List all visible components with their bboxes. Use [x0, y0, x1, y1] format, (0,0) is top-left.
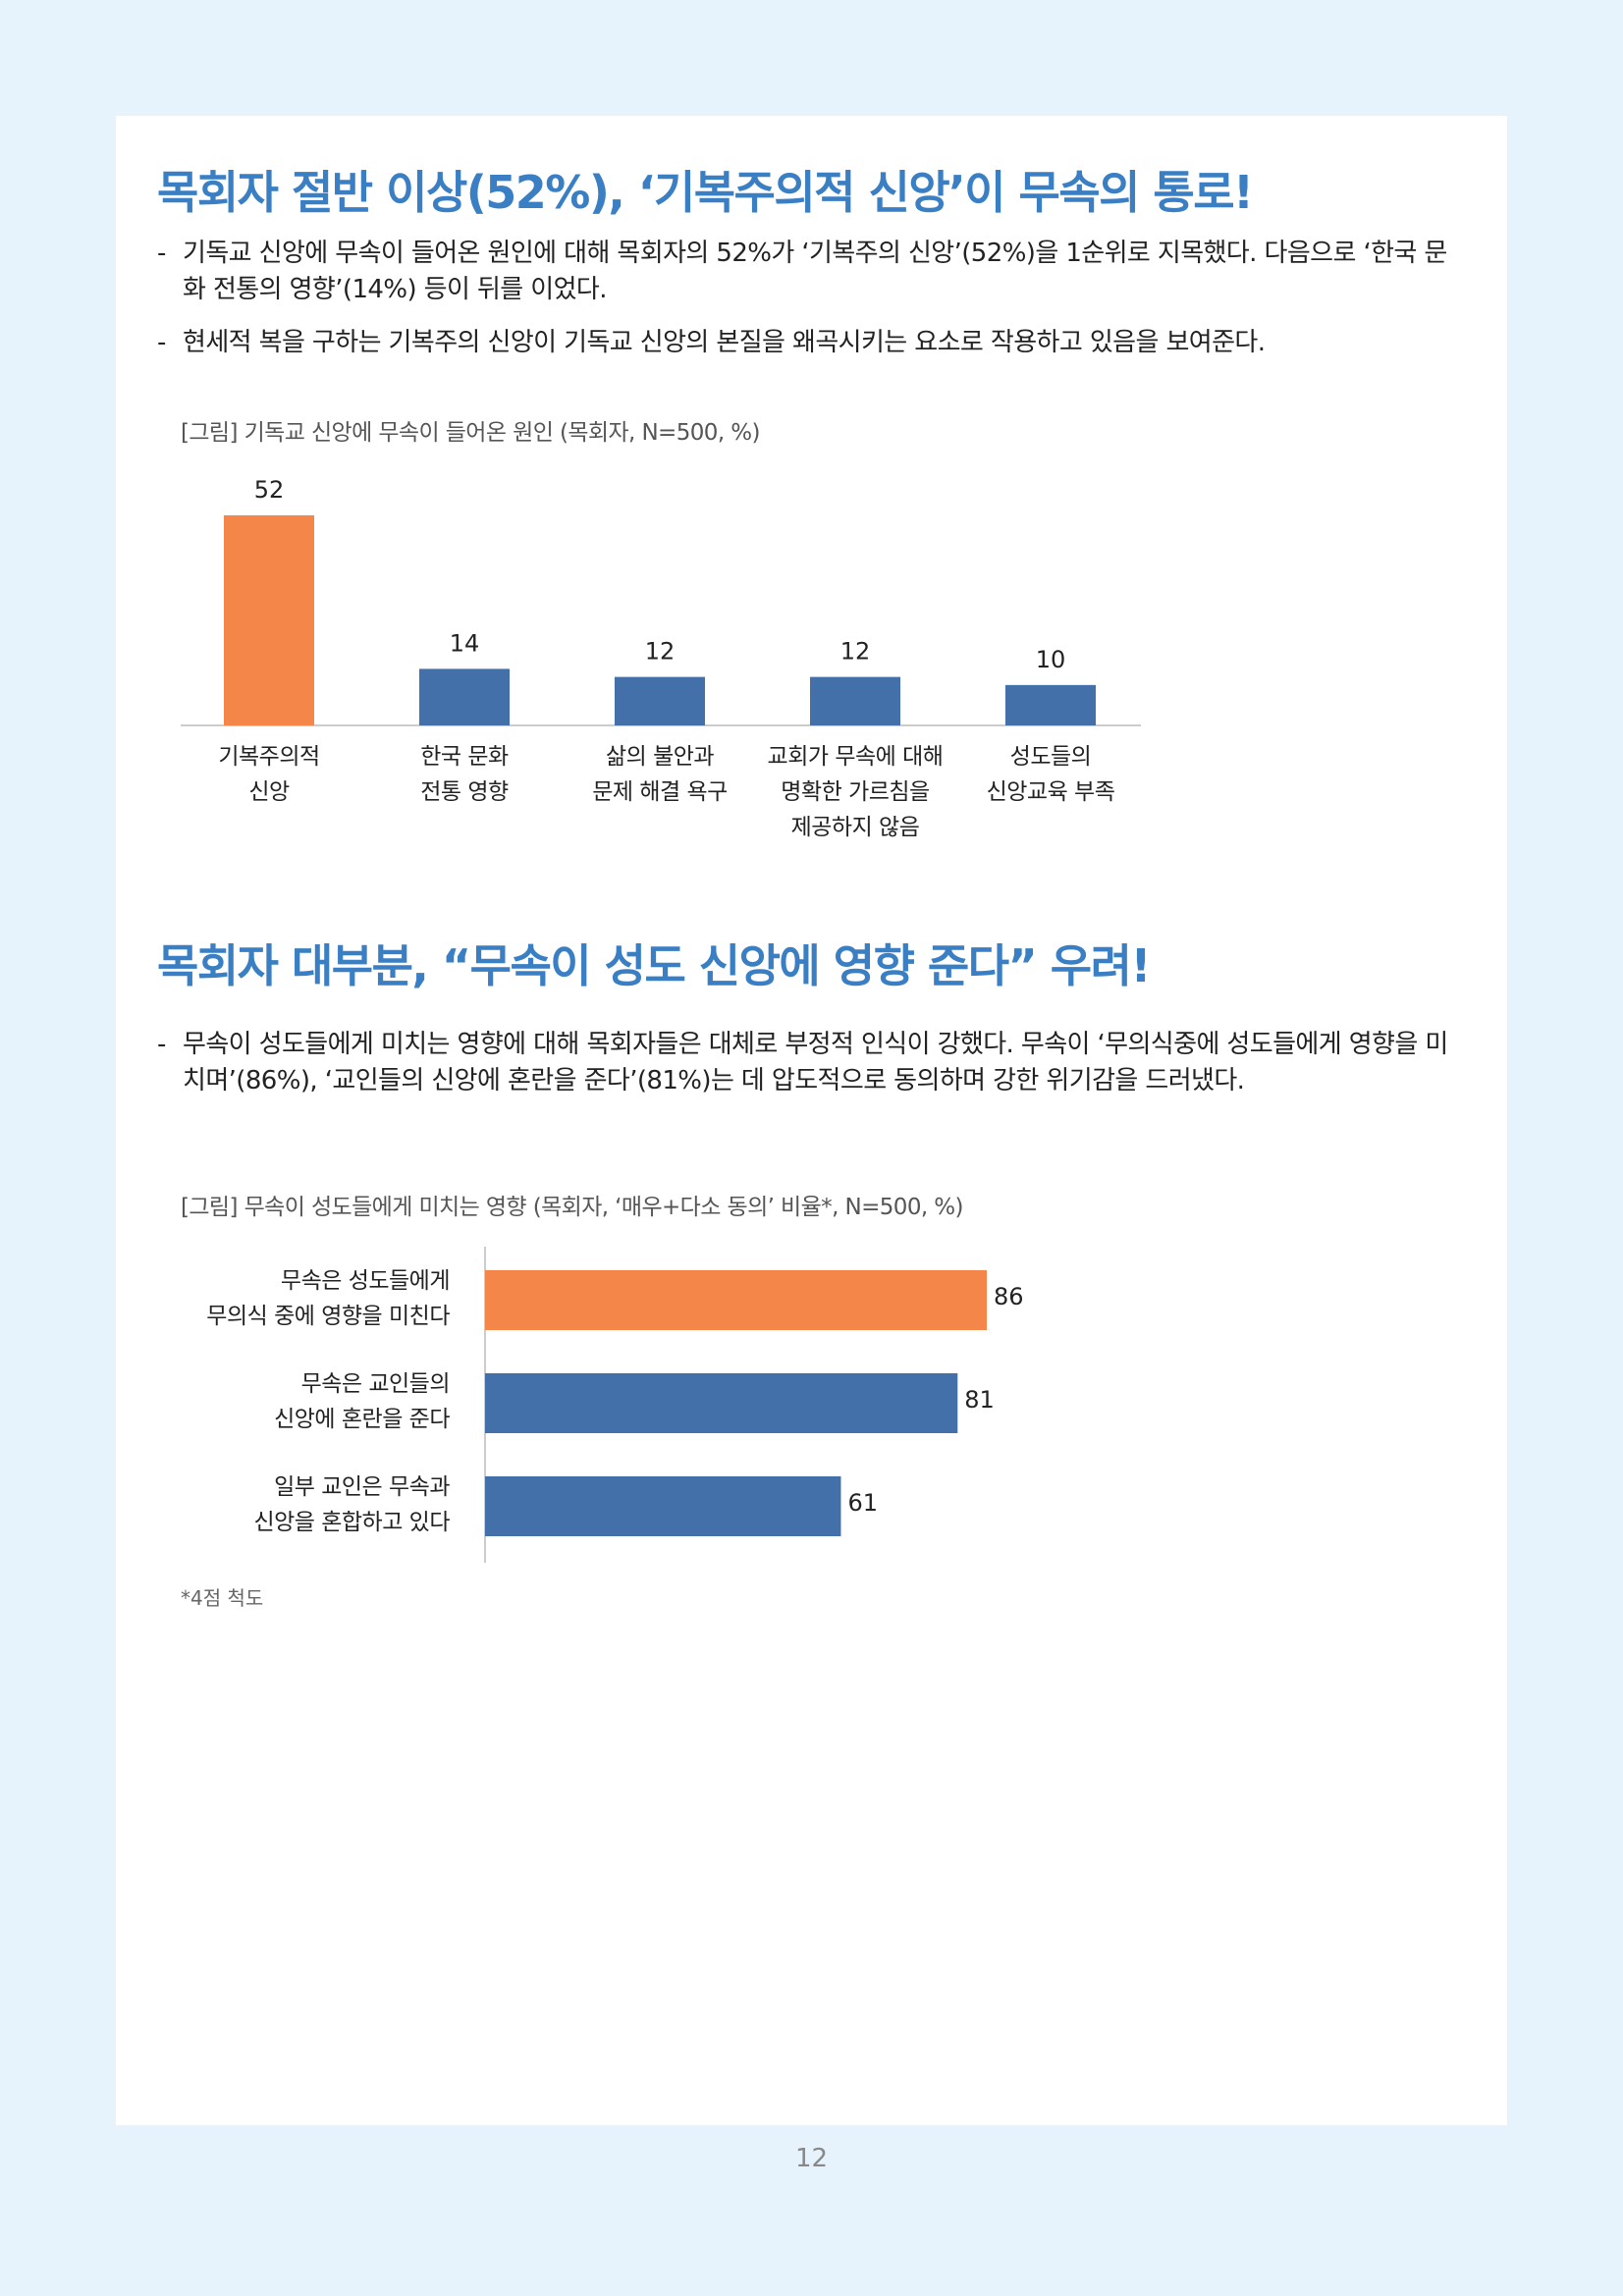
chart1-value-label-1: 52: [254, 476, 285, 504]
chart1-bar-4: [810, 676, 900, 725]
figure1-caption: [그림] 기독교 신앙에 무속이 들어온 원인 (목회자, N=500, %): [181, 420, 760, 446]
chart1-category-label-5: 신앙교육 부족: [987, 779, 1115, 805]
chart1-category-label-4: 명확한 가르침을: [781, 779, 929, 805]
chart1-bar-1: [224, 515, 314, 725]
chart2-category-label-1: 무의식 중에 영향을 미친다: [206, 1304, 450, 1329]
section2-bullet-1: 무속이 성도들에게 미치는 영향에 대해 목회자들은 대체로 부정적 인식이 강…: [157, 1027, 1468, 1099]
chart1-category-label-1: 기복주의적: [218, 744, 319, 770]
chart1-value-label-2: 14: [450, 629, 480, 657]
chart1-value-label-5: 10: [1036, 646, 1066, 673]
figure2-caption: [그림] 무속이 성도들에게 미치는 영향 (목회자, ‘매우+다소 동의’ 비…: [181, 1195, 964, 1220]
section1-bullet-1: 기독교 신앙에 무속이 들어온 원인에 대해 목회자의 52%가 ‘기복주의 신…: [157, 236, 1468, 308]
page-card: 목회자 절반 이상(52%), ‘기복주의적 신앙’이 무속의 통로! 기독교 …: [116, 116, 1507, 2125]
chart2-bar-1: [485, 1270, 987, 1330]
chart2-category-label-2: 신앙에 혼란을 준다: [274, 1407, 450, 1432]
chart2-category-label-3: 신앙을 혼합하고 있다: [253, 1510, 450, 1535]
chart1-bar-2: [419, 668, 510, 725]
chart1-category-label-5: 성도들의: [1010, 744, 1092, 770]
chart1-category-label-3: 삶의 불안과: [606, 744, 714, 770]
section2-bullets: 무속이 성도들에게 미치는 영향에 대해 목회자들은 대체로 부정적 인식이 강…: [157, 1027, 1468, 1116]
chart1-value-label-3: 12: [645, 638, 676, 666]
chart1-category-label-4: 제공하지 않음: [791, 815, 920, 840]
chart1-category-label-2: 한국 문화: [420, 744, 509, 770]
chart1-value-label-4: 12: [840, 638, 871, 666]
section1-heading: 목회자 절반 이상(52%), ‘기복주의적 신앙’이 무속의 통로!: [157, 166, 1254, 219]
chart2-category-label-1: 무속은 성도들에게: [281, 1268, 450, 1294]
chart1-bar-3: [615, 676, 705, 725]
footnote: *4점 척도: [181, 1586, 264, 1610]
chart2-category-label-2: 무속은 교인들의: [301, 1371, 450, 1397]
page-number: 12: [794, 2144, 829, 2173]
section1-bullet-2: 현세적 복을 구하는 기복주의 신앙이 기독교 신앙의 본질을 왜곡시키는 요소…: [157, 325, 1468, 361]
chart1-category-label-3: 문제 해결 욕구: [592, 779, 728, 805]
chart2-bar-3: [485, 1476, 841, 1536]
chart1-category-label-2: 전통 영향: [420, 779, 509, 805]
chart1-bar-5: [1005, 684, 1096, 725]
section2-heading: 목회자 대부분, “무속이 성도 신앙에 영향 준다” 우려!: [157, 939, 1151, 992]
chart2-category-label-3: 일부 교인은 무속과: [274, 1474, 450, 1500]
section1-bullets: 기독교 신앙에 무속이 들어온 원인에 대해 목회자의 52%가 ‘기복주의 신…: [157, 236, 1468, 378]
chart2-value-label-2: 81: [964, 1386, 995, 1414]
chart1-category-label-4: 교회가 무속에 대해: [768, 744, 944, 770]
chart2-bar-2: [485, 1373, 958, 1433]
chart2-value-label-1: 86: [994, 1283, 1024, 1310]
chart1-category-label-1: 신앙: [248, 779, 290, 805]
chart2-value-label-3: 61: [847, 1489, 878, 1517]
